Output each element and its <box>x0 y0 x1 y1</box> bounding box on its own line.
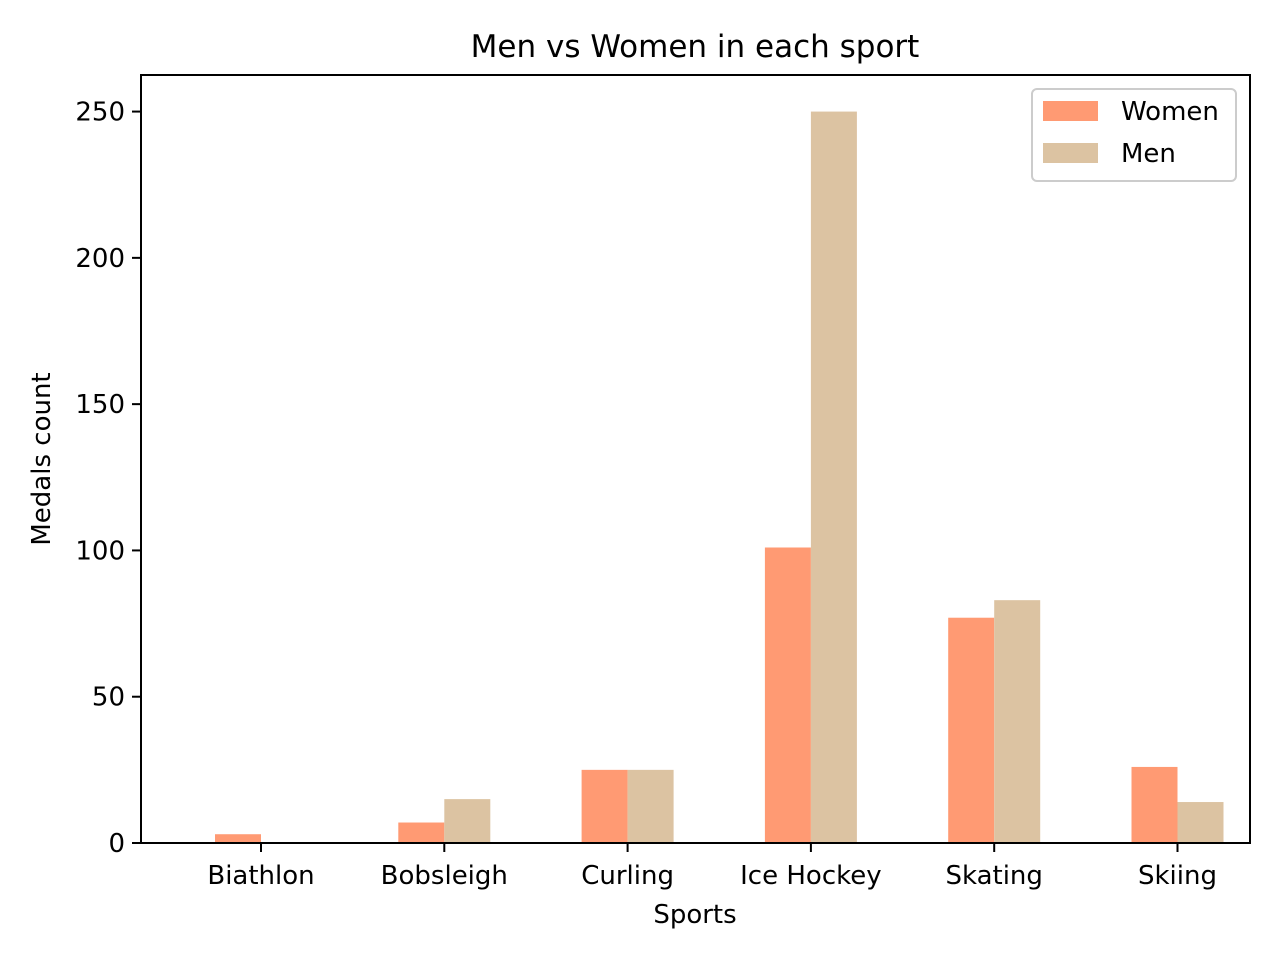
bar-men-bobsleigh <box>444 799 491 843</box>
x-tick-label-skating: Skating <box>945 861 1042 891</box>
legend-swatch-men <box>1043 143 1098 163</box>
x-tick-label-biathlon: Biathlon <box>207 861 314 891</box>
legend-label-women: Women <box>1121 97 1219 127</box>
bar-women-biathlon <box>215 834 261 843</box>
bar-women-skating <box>948 617 995 843</box>
legend-swatch-women <box>1043 101 1098 121</box>
x-axis-label: Sports <box>653 900 736 930</box>
y-axis-label: Medals count <box>27 372 57 545</box>
y-tick-label-250: 250 <box>75 98 125 128</box>
y-tick-label-50: 50 <box>92 683 125 713</box>
bar-men-skating <box>994 600 1041 843</box>
x-axis: Biathlon Bobsleigh Curling Ice Hockey Skatin… <box>207 843 1217 891</box>
y-tick-label-150: 150 <box>75 390 125 420</box>
chart-title: Men vs Women in each sport <box>471 29 920 65</box>
y-tick-label-200: 200 <box>75 244 125 274</box>
y-tick-label-100: 100 <box>75 536 125 566</box>
bar-women-curling <box>581 769 628 843</box>
x-tick-label-curling: Curling <box>581 861 674 891</box>
bar-men-ice-hockey <box>810 111 857 844</box>
bars-layer <box>215 111 1224 844</box>
y-tick-label-0: 0 <box>108 829 125 859</box>
x-tick-label-bobsleigh: Bobsleigh <box>381 861 508 891</box>
bar-men-skiing <box>1177 802 1224 843</box>
x-tick-label-skiing: Skiing <box>1138 861 1217 891</box>
legend: Women Men <box>1031 88 1237 182</box>
y-axis: 0 50 100 150 200 250 <box>75 98 141 859</box>
bar-women-bobsleigh <box>398 822 445 843</box>
bar-women-skiing <box>1131 766 1178 843</box>
plot-frame <box>140 74 1251 844</box>
bar-men-curling <box>627 769 674 843</box>
bar-women-ice-hockey <box>764 547 811 843</box>
legend-label-men: Men <box>1121 139 1176 169</box>
x-tick-label-ice-hockey: Ice Hockey <box>740 861 882 891</box>
